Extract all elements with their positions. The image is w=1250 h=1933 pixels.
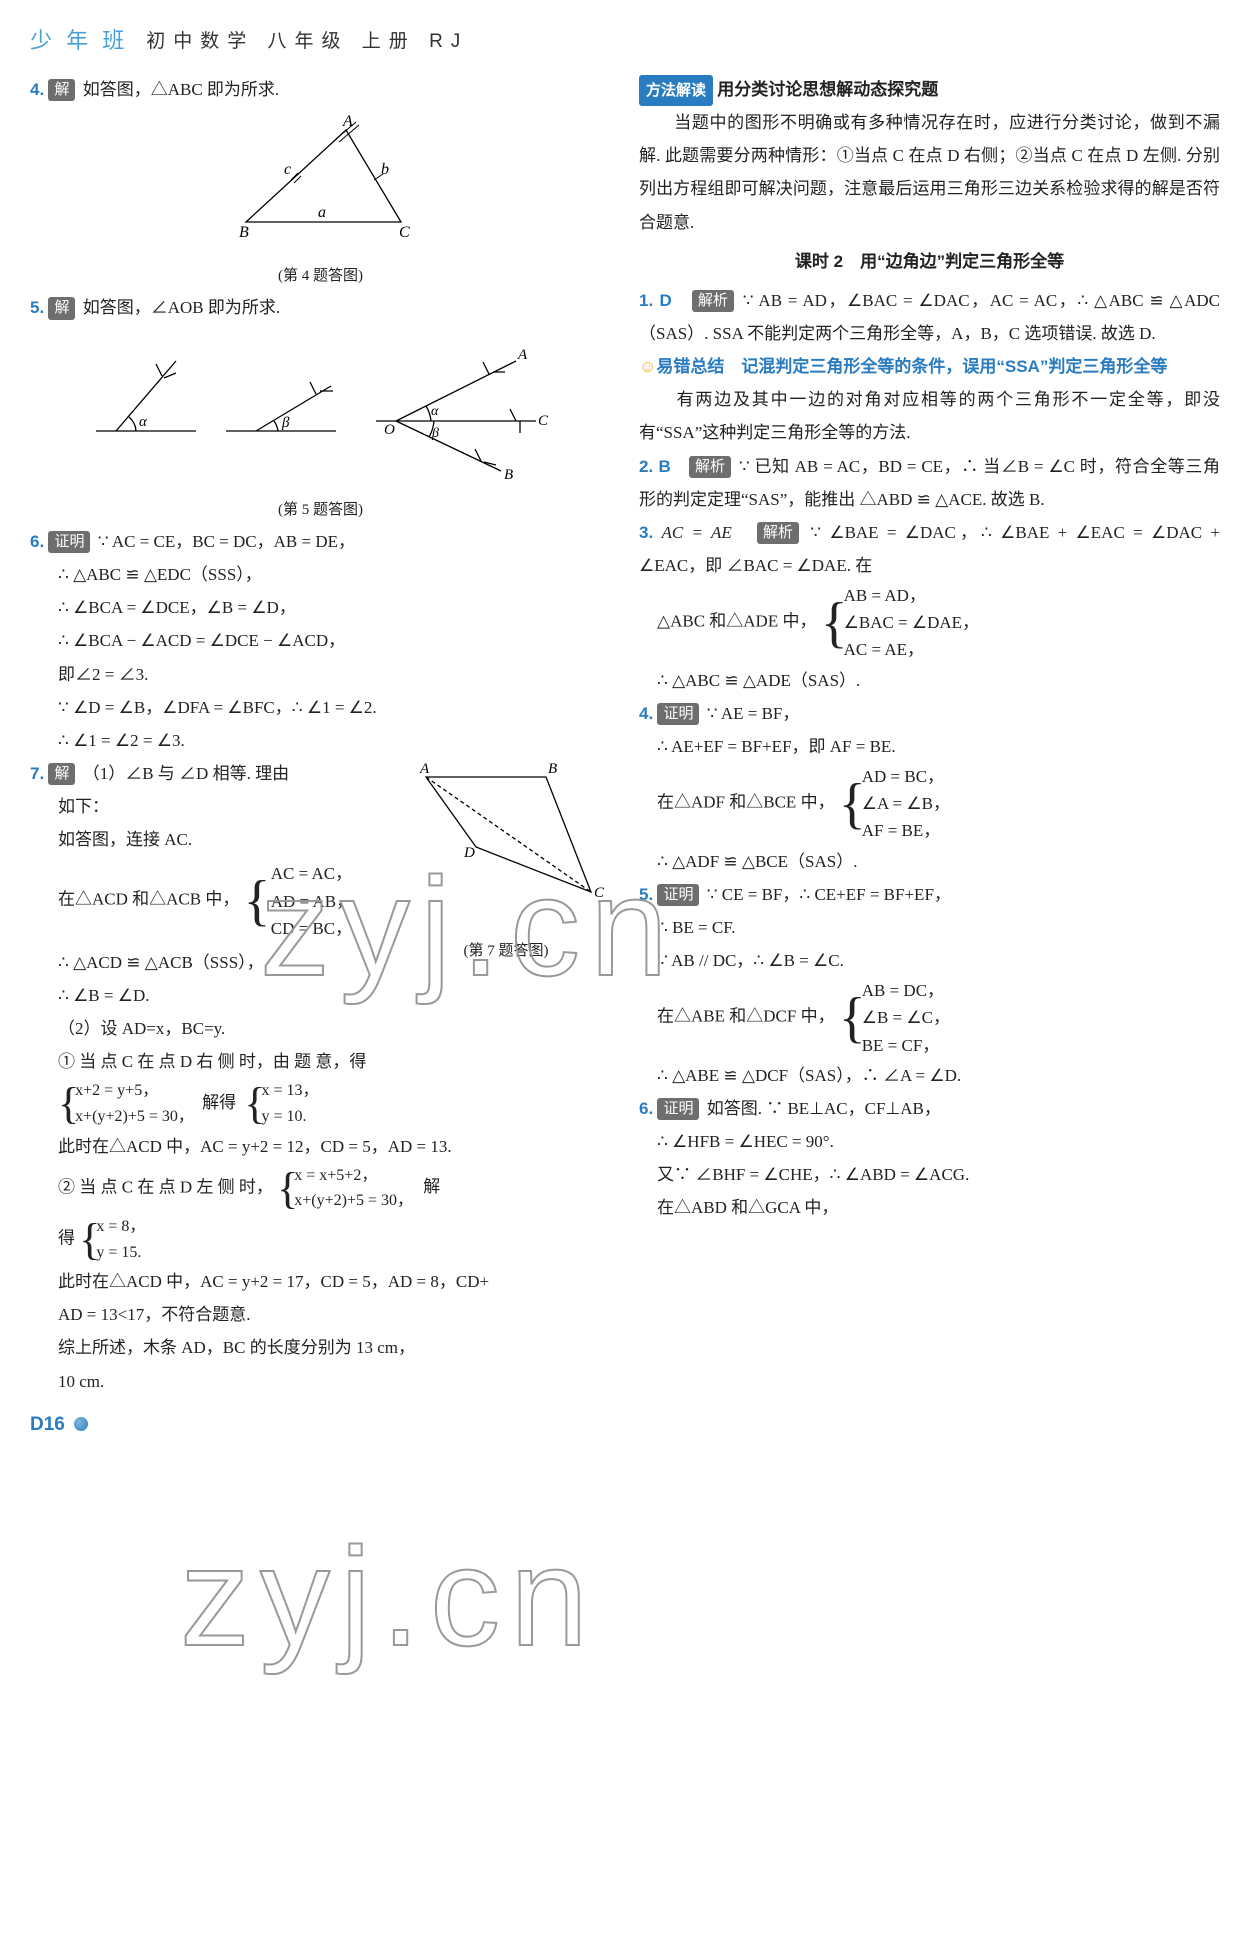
q7-l6: ∴ ∠B = ∠D.: [30, 979, 611, 1012]
subject: 初中数学 八年级 上册 RJ: [146, 23, 468, 60]
svg-text:β: β: [431, 426, 439, 441]
svg-text:α: α: [431, 404, 439, 419]
svg-text:C: C: [399, 224, 410, 241]
r-q6-l3: 又∵ ∠BHF = ∠CHE，∴ ∠ABD = ∠ACG.: [639, 1158, 1220, 1191]
q7-l14: 10 cm.: [30, 1365, 611, 1398]
svg-text:A: A: [517, 347, 528, 363]
page-dot-icon: [74, 1417, 88, 1431]
svg-text:B: B: [548, 761, 557, 777]
svg-text:B: B: [239, 224, 249, 241]
watermark-2: zyj.cn: [180, 1460, 598, 1733]
r-q3a: 3. AC = AE 解析 ∵ ∠BAE = ∠DAC，∴ ∠BAE + ∠EA…: [639, 516, 1220, 582]
lesson-title: 课时 2 用“边角边”判定三角形全等: [639, 245, 1220, 278]
r-q2: 2. B 解析 ∵ 已知 AB = AC，BD = CE，∴ 当∠B = ∠C …: [639, 450, 1220, 516]
r-q4-brace: 在△ADF 和△BCE 中， {AD = BC，∠A = ∠B，AF = BE，: [639, 763, 1220, 845]
r-q6-l2: ∴ ∠HFB = ∠HEC = 90°.: [639, 1125, 1220, 1158]
r-q4-l2: ∴ AE+EF = BF+EF，即 AF = BE.: [639, 730, 1220, 763]
q6-line: 6. 证明 ∵ AC = CE，BC = DC，AB = DE，: [30, 525, 611, 558]
r-q5-l5: ∴ △ABE ≌ △DCF（SAS），∴ ∠A = ∠D.: [639, 1059, 1220, 1092]
svg-text:a: a: [318, 204, 326, 221]
right-column: 方法解读 用分类讨论思想解动态探究题 当题中的图形不明确或有多种情况存在时，应进…: [639, 73, 1220, 1398]
q7-l7: （2）设 AD=x，BC=y.: [30, 1012, 611, 1045]
r-q1: 1. D 解析 ∵ AB = AD，∠BAC = ∠DAC，AC = AC，∴ …: [639, 284, 1220, 350]
q5: 5. 解 如答图，∠AOB 即为所求.: [30, 291, 611, 324]
q6-l7: ∴ ∠1 = ∠2 = ∠3.: [30, 724, 611, 757]
r-q4-l4: ∴ △ADF ≌ △BCE（SAS）.: [639, 845, 1220, 878]
page-number: D16: [30, 1406, 1220, 1443]
method-text: 当题中的图形不明确或有多种情况存在时，应进行分类讨论，做到不漏解. 此题需要分两…: [639, 106, 1220, 239]
svg-text:C: C: [594, 885, 605, 901]
q7-l11: 此时在△ACD 中，AC = y+2 = 17，CD = 5，AD = 8，CD…: [30, 1265, 611, 1298]
q7-eq2-row: ② 当 点 C 在 点 D 左 侧 时， {x = x+5+2，x+(y+2)+…: [30, 1163, 611, 1214]
q7-l9: 此时在△ACD 中，AC = y+2 = 12，CD = 5，AD = 13.: [30, 1130, 611, 1163]
q4: 4. 解 如答图，△ABC 即为所求.: [30, 73, 611, 106]
r-q5-l2: ∴ BE = CF.: [639, 911, 1220, 944]
r-q6: 6. 证明 如答图. ∵ BE⊥AC，CF⊥AB，: [639, 1092, 1220, 1125]
fig7-caption: (第 7 题答图): [406, 937, 606, 966]
svg-text:O: O: [384, 422, 395, 438]
q7-l8: ① 当 点 C 在 点 D 右 侧 时，由 题 意，得: [30, 1045, 611, 1078]
r-q5-brace: 在△ABE 和△DCF 中， {AB = DC，∠B = ∠C，BE = CF，: [639, 977, 1220, 1059]
figure-5: α β O A C B α β: [30, 331, 611, 492]
svg-text:α: α: [139, 414, 148, 430]
figure-7: A B C D (第 7 题答图): [406, 757, 606, 966]
err-heading: ☺易错总结 记混判定三角形全等的条件，误用“SSA”判定三角形全等: [639, 350, 1220, 383]
svg-text:b: b: [381, 161, 389, 178]
r-q5: 5. 证明 ∵ CE = BF，∴ CE+EF = BF+EF，: [639, 878, 1220, 911]
err-text: 有两边及其中一边的对角对应相等的两个三角形不一定全等，即没有“SSA”这种判定三…: [639, 383, 1220, 449]
q7-l13: 综上所述，木条 AD，BC 的长度分别为 13 cm，: [30, 1331, 611, 1364]
svg-text:C: C: [538, 413, 549, 429]
q7-eq2b: 得 {x = 8，y = 15.: [30, 1214, 611, 1265]
svg-text:c: c: [284, 161, 291, 178]
q6-l4: ∴ ∠BCA − ∠ACD = ∠DCE − ∠ACD，: [30, 624, 611, 657]
r-q3c: ∴ △ABC ≌ △ADE（SAS）.: [639, 664, 1220, 697]
svg-text:β: β: [281, 415, 290, 431]
r-q5-l3: ∵ AB // DC，∴ ∠B = ∠C.: [639, 944, 1220, 977]
fig5-caption: (第 5 题答图): [30, 496, 611, 525]
q7-l12: AD = 13<17，不符合题意.: [30, 1298, 611, 1331]
r-q4: 4. 证明 ∵ AE = BF，: [639, 697, 1220, 730]
method-heading: 方法解读 用分类讨论思想解动态探究题: [639, 73, 1220, 106]
q6-l3: ∴ ∠BCA = ∠DCE，∠B = ∠D，: [30, 591, 611, 624]
figure-4: A B C c b a: [30, 112, 611, 258]
two-column-layout: 4. 解 如答图，△ABC 即为所求. A B C c b a (第 4 题答图…: [30, 73, 1220, 1398]
page-header: 少 年 班 初中数学 八年级 上册 RJ: [30, 20, 1220, 63]
svg-text:A: A: [342, 113, 353, 130]
q6-l6: ∵ ∠D = ∠B，∠DFA = ∠BFC，∴ ∠1 = ∠2.: [30, 691, 611, 724]
fig4-caption: (第 4 题答图): [30, 262, 611, 291]
r-q6-l4: 在△ABD 和△GCA 中，: [639, 1191, 1220, 1224]
svg-text:B: B: [504, 467, 513, 481]
left-column: 4. 解 如答图，△ABC 即为所求. A B C c b a (第 4 题答图…: [30, 73, 611, 1398]
brand: 少 年 班: [30, 20, 128, 63]
svg-text:D: D: [463, 845, 475, 861]
q7-eq1: {x+2 = y+5，x+(y+2)+5 = 30， 解得 {x = 13，y …: [30, 1078, 611, 1129]
r-q3-brace: △ABC 和△ADE 中， {AB = AD，∠BAC = ∠DAE，AC = …: [639, 582, 1220, 664]
svg-text:A: A: [419, 761, 430, 777]
q6-l5: 即∠2 = ∠3.: [30, 658, 611, 691]
q6-l2: ∴ △ABC ≌ △EDC（SSS），: [30, 558, 611, 591]
